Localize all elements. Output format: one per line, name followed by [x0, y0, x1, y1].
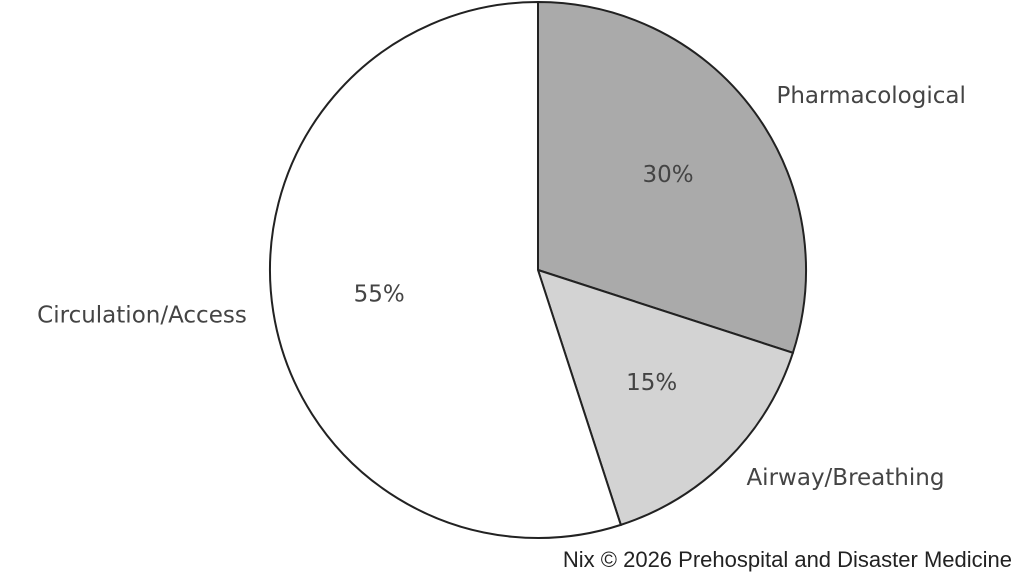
value-label: 30%	[643, 162, 694, 188]
pie-slice	[536, 268, 795, 527]
credit: Nix © 2026 Prehospital and Disaster Medi…	[563, 547, 1012, 572]
category-label: Circulation/Access	[37, 303, 247, 329]
value-label: 15%	[626, 370, 677, 396]
pie-slice	[269, 0, 623, 539]
category-label: Pharmacological	[776, 83, 965, 109]
value-label: 55%	[354, 282, 405, 308]
category-label: Airway/Breathing	[746, 465, 944, 491]
pie-slice	[537, 0, 807, 355]
